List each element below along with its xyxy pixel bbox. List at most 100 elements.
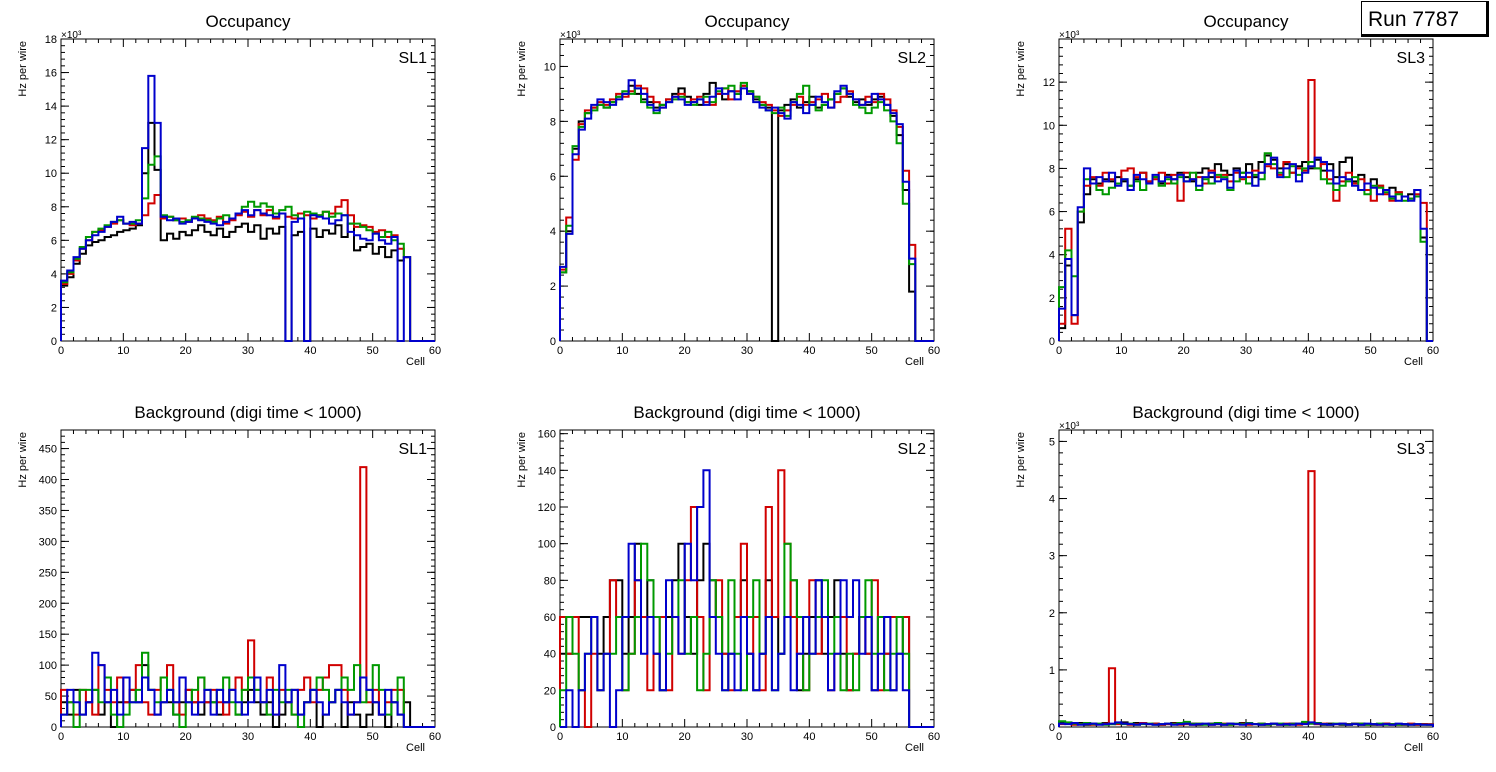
superlayer-label: SL2 [898,441,927,458]
y-tick-label: 4 [1049,494,1055,506]
series-layer4 [1058,156,1433,342]
series-layer4 [60,651,435,728]
chart-title: Background (digi time < 1000) [1132,403,1359,422]
y-tick-label: 6 [1049,207,1055,219]
chart-panel-1: Occupancy 0 10 20 30 40 50 60 0 2 4 6 8 10 12 14 16 18 Cel… [17,12,441,368]
y-tick-label: 14 [45,101,57,113]
x-tick-label: 10 [1115,731,1127,743]
y-tick-label: 100 [538,539,556,551]
y-tick-label: 0 [1049,722,1055,734]
chart-panel-3: Occupancy 0 10 20 30 40 50 60 0 2 4 6 8 10 12 Cell Hz pe… [1015,12,1439,368]
x-tick-label: 30 [741,731,753,743]
y-tick-label: 400 [39,475,57,487]
chart-panel-5: Background (digi time < 1000) 0 10 20 30 40 50… [516,403,940,754]
chart-title: Background (digi time < 1000) [633,403,860,422]
y-axis-label: Hz per wire [516,41,528,97]
series-layer2 [1058,470,1434,727]
series-layer3 [559,81,934,342]
x-tick-label: 0 [1056,345,1062,357]
y-tick-label: 4 [1049,250,1055,262]
x-tick-label: 40 [1302,731,1314,743]
y-tick-label: 12 [45,135,57,147]
x-axis-label: Cell [406,742,425,754]
series-layer4 [560,469,934,728]
y-tick-label: 8 [550,116,556,128]
x-tick-label: 50 [866,345,878,357]
x-tick-label: 40 [304,345,316,357]
y-tick-label: 8 [51,202,57,214]
x-tick-label: 10 [117,345,129,357]
x-tick-label: 50 [866,731,878,743]
series-layer2 [559,84,934,342]
axis-exponent: ×10³ [560,30,581,41]
x-tick-label: 60 [429,345,441,357]
y-tick-label: 120 [538,502,556,514]
y-tick-label: 20 [544,685,556,697]
x-tick-label: 40 [803,731,815,743]
y-tick-label: 150 [39,629,57,641]
x-tick-label: 30 [1240,731,1252,743]
y-tick-label: 100 [39,660,57,672]
x-tick-label: 30 [741,345,753,357]
y-tick-label: 10 [544,61,556,73]
y-axis-label: Hz per wire [1015,41,1027,97]
superlayer-label: SL3 [1397,441,1426,458]
x-tick-label: 50 [1365,345,1377,357]
y-axis-label: Hz per wire [17,432,29,488]
x-tick-label: 0 [557,345,563,357]
x-tick-label: 30 [1240,345,1252,357]
series-layer4 [60,74,435,342]
y-tick-label: 12 [1043,77,1055,89]
superlayer-label: SL1 [399,441,428,458]
y-tick-label: 2 [550,281,556,293]
y-tick-label: 4 [51,269,57,281]
axis-exponent: ×10³ [1059,30,1080,41]
y-axis-label: Hz per wire [17,41,29,97]
x-tick-label: 0 [58,345,64,357]
superlayer-label: SL1 [399,50,428,67]
x-axis-label: Cell [905,742,924,754]
series-layer1 [60,121,435,342]
y-tick-label: 1 [1049,665,1055,677]
x-tick-label: 0 [557,731,563,743]
x-axis-label: Cell [905,356,924,368]
y-tick-label: 8 [1049,163,1055,175]
x-tick-label: 20 [180,731,192,743]
x-tick-label: 10 [117,731,129,743]
y-tick-label: 50 [45,691,57,703]
y-tick-label: 80 [544,575,556,587]
y-tick-label: 5 [1049,436,1055,448]
y-tick-label: 10 [45,168,57,180]
plot-frame [60,38,436,342]
y-tick-label: 200 [39,598,57,610]
chart-panel-6: Background (digi time < 1000)0 10 20 30 40 50… [1015,403,1439,754]
x-tick-label: 30 [242,731,254,743]
series-layer1 [559,81,934,342]
chart-panel-4: Background (digi time < 1000) 0 10 20 30 40 50… [17,403,441,754]
run-label: Run 7787 [1361,1,1489,37]
y-tick-label: 350 [39,505,57,517]
y-axis-label: Hz per wire [516,432,528,488]
superlayer-label: SL2 [898,50,927,67]
x-tick-label: 50 [367,731,379,743]
x-tick-label: 60 [928,345,940,357]
x-tick-label: 60 [928,731,940,743]
chart-panel-2: Occupancy 0 10 20 30 40 50 60 0 2 4 6 8 10 Cell Hz per … [516,12,940,368]
x-tick-label: 60 [1427,345,1439,357]
x-tick-label: 50 [1365,731,1377,743]
y-tick-label: 6 [51,235,57,247]
series-layer4 [559,79,934,342]
superlayer-label: SL3 [1397,50,1426,67]
y-tick-label: 6 [550,171,556,183]
x-tick-label: 30 [242,345,254,357]
axis-exponent: ×10³ [61,30,82,41]
y-tick-label: 0 [51,722,57,734]
x-tick-label: 20 [679,345,691,357]
x-axis-label: Cell [1404,742,1423,754]
y-tick-label: 2 [1049,293,1055,305]
y-tick-label: 3 [1049,551,1055,563]
x-tick-label: 40 [803,345,815,357]
y-tick-label: 0 [1049,336,1055,348]
x-tick-label: 20 [180,345,192,357]
